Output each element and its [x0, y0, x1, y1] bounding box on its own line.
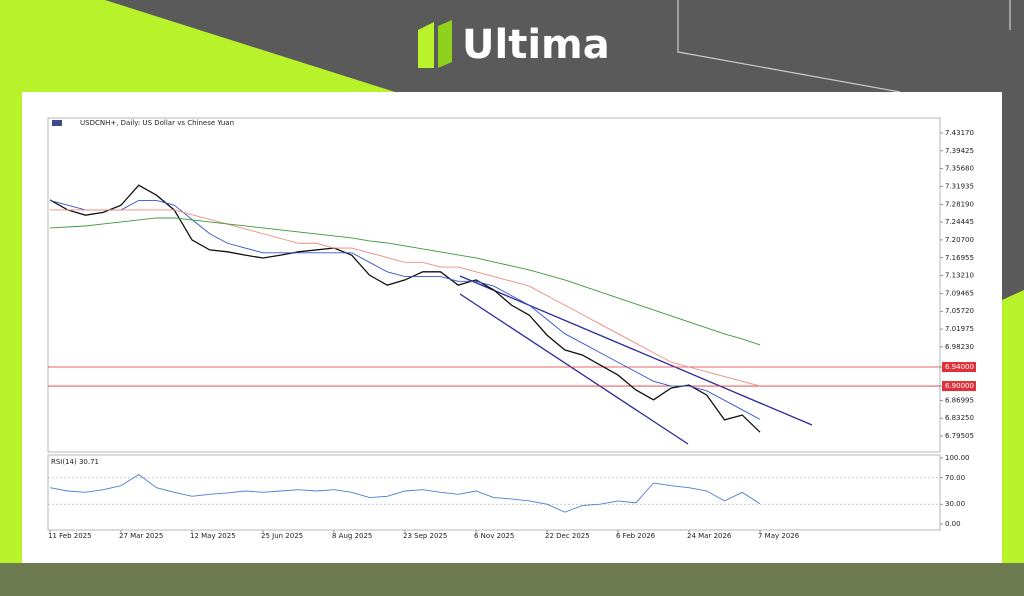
accent-bottom [0, 563, 1024, 596]
y2-tick-label: 70.00 [945, 474, 965, 482]
moving-average [50, 209, 761, 387]
rsi-line [49, 473, 761, 513]
y-tick-label: 7.35680 [945, 165, 974, 173]
plot: 7.43170 7.39425 7.35680 7.31935 7.28190 7.244… [48, 129, 976, 540]
moving-average [49, 199, 761, 420]
symbol-icon [52, 120, 62, 126]
rsi-title: RSI(14) 30.71 [51, 458, 99, 466]
accent-right [1002, 290, 1024, 596]
x-tick-label: 25 Jun 2025 [261, 532, 303, 540]
y-tick-label: 7.09465 [945, 289, 974, 297]
y2-tick-label: 100.00 [945, 454, 970, 462]
logo-icon [418, 22, 434, 68]
y-tick-label: 7.31935 [945, 182, 974, 190]
y-tick-label: 6.94000 [945, 363, 974, 371]
y2-tick-label: 30.00 [945, 500, 965, 508]
y-tick-label: 7.20700 [945, 236, 974, 244]
logo: Ultima [418, 20, 610, 68]
moving-average [49, 217, 761, 346]
x-tick-label: 24 Mar 2026 [687, 532, 732, 540]
deco-line [677, 0, 901, 93]
price-line [49, 184, 761, 433]
y-tick-label: 7.16955 [945, 254, 974, 262]
y-tick-label: 7.28190 [945, 200, 974, 208]
y-tick-label: 7.01975 [945, 325, 974, 333]
price-pane [47, 117, 941, 453]
x-tick-label: 7 May 2026 [758, 532, 800, 540]
y-tick-label: 6.79505 [945, 432, 974, 440]
y-tick-label: 6.86995 [945, 396, 974, 404]
x-tick-label: 12 May 2025 [190, 532, 236, 540]
x-tick-label: 27 Mar 2025 [119, 532, 163, 540]
x-tick-label: 11 Feb 2025 [48, 532, 92, 540]
trend-line [459, 275, 813, 426]
x-tick-label: 6 Nov 2025 [474, 532, 514, 540]
chart-title: USDCNH+, Daily: US Dollar vs Chinese Yua… [80, 119, 234, 127]
y-tick-label: 6.90000 [945, 382, 974, 390]
y2-tick-label: 0.00 [945, 520, 961, 528]
x-tick-label: 6 Feb 2026 [616, 532, 656, 540]
y-tick-label: 6.83250 [945, 414, 974, 422]
y-tick-label: 7.39425 [945, 147, 974, 155]
y-tick-label: 7.13210 [945, 272, 974, 280]
logo-icon [438, 20, 452, 68]
y-tick-label: 7.05720 [945, 307, 974, 315]
x-tick-label: 23 Sep 2025 [403, 532, 447, 540]
x-tick-label: 8 Aug 2025 [332, 532, 372, 540]
x-tick-label: 22 Dec 2025 [545, 532, 590, 540]
logo-text: Ultima [462, 22, 610, 68]
y-tick-label: 6.98230 [945, 343, 974, 351]
rsi-pane [47, 454, 941, 531]
level-label-box [942, 381, 976, 392]
y-tick-label: 7.43170 [945, 129, 974, 137]
trend-line [459, 293, 689, 445]
level-label-box [942, 362, 976, 373]
y-tick-label: 7.24445 [945, 218, 974, 226]
accent-left [0, 0, 395, 596]
